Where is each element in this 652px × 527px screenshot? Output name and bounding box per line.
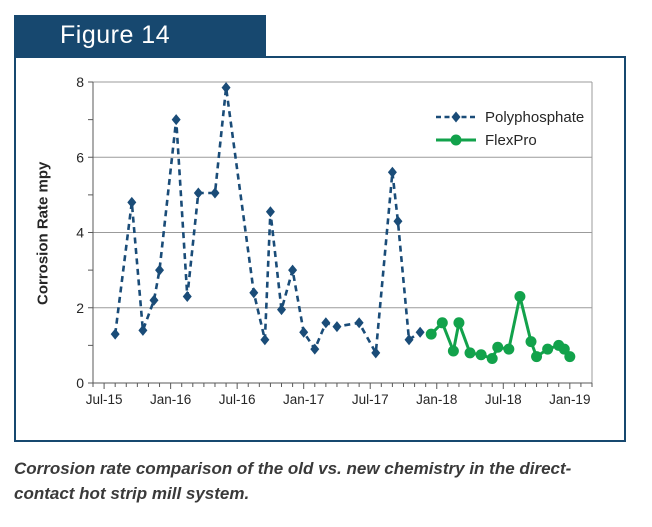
y-tick-label: 0 [76,375,84,391]
corrosion-chart: 0 2 4 6 8 Jul-15 Jan-16 Jul-16 Jan-17 Jul-17 Jan-1… [76,74,593,407]
polyphosphate-marker [249,287,259,299]
polyphosphate-marker [332,321,342,333]
y-tick-label: 4 [76,225,84,241]
flexpro-marker [531,351,543,363]
legend-label-flexpro: FlexPro [485,131,537,149]
polyphosphate-line-sample-icon [436,111,476,123]
polyphosphate-marker [404,334,414,346]
y-axis-title: Corrosion Rate mpy [34,161,52,306]
figure-title: Figure 14 [60,21,171,49]
caption-line-1: Corrosion rate comparison of the old vs.… [14,459,572,478]
x-tick-label: Jul-17 [352,392,389,407]
polyphosphate-marker [171,114,181,126]
polyphosphate-marker [387,166,397,178]
x-tick-label: Jul-18 [485,392,522,407]
flexpro-line [430,295,572,360]
flexpro-marker [464,347,476,359]
flexpro-marker [542,343,554,355]
flexpro-marker [486,353,498,365]
flexpro-marker [492,341,504,353]
polyphosphate-marker [299,326,309,338]
polyphosphate-marker [138,324,148,336]
polyphosphate-marker [321,317,331,329]
caption-line-2: contact hot strip mill system. [14,484,250,503]
figure-box: 0 2 4 6 8 Jul-15 Jan-16 Jul-16 Jan-17 Jul-17 Jan-1… [14,56,626,442]
flexpro-marker [514,290,526,302]
figure-tab: Figure 14 [14,15,266,56]
y-tick-label: 2 [76,300,84,316]
legend-label-polyphosphate: Polyphosphate [485,108,585,126]
polyphosphate-marker [149,294,159,306]
polyphosphate-marker [354,317,364,329]
chart-legend: Polyphosphate FlexPro [436,108,585,149]
flexpro-marker [436,317,448,329]
polyphosphate-marker [277,304,287,316]
flexpro-marker [425,328,437,340]
x-tick-label: Jan-19 [549,392,590,407]
x-tick-label: Jan-16 [150,392,191,407]
polyphosphate-marker [127,196,137,208]
polyphosphate-line [113,86,421,355]
flexpro-marker [447,345,459,357]
polyphosphate-marker [265,206,275,218]
polyphosphate-marker [221,82,231,94]
flexpro-marker [525,336,537,348]
polyphosphate-marker [260,334,270,346]
flexpro-marker [503,343,515,355]
x-tick-label: Jul-16 [219,392,256,407]
legend-item-flexpro: FlexPro [436,131,584,149]
polyphosphate-marker [182,290,192,302]
polyphosphate-marker [193,187,203,199]
x-tick-label: Jan-18 [416,392,457,407]
polyphosphate-marker [415,326,425,338]
x-tick-label: Jul-15 [86,392,123,407]
polyphosphate-marker [310,343,320,355]
polyphosphate-marker [371,347,381,359]
flexpro-marker [475,349,487,361]
flexpro-marker [453,317,465,329]
figure-caption: Corrosion rate comparison of the old vs.… [14,456,644,506]
flexpro-marker [558,343,570,355]
polyphosphate-marker [393,215,403,227]
flexpro-marker [564,351,576,363]
polyphosphate-marker [155,264,165,276]
y-tick-label: 8 [76,74,84,90]
polyphosphate-marker [288,264,298,276]
polyphosphate-marker [110,328,120,340]
y-tick-label: 6 [76,149,84,165]
polyphosphate-marker [210,187,220,199]
flexpro-line-sample-icon [436,134,476,146]
x-tick-label: Jan-17 [283,392,324,407]
legend-item-polyphosphate: Polyphosphate [436,108,585,126]
